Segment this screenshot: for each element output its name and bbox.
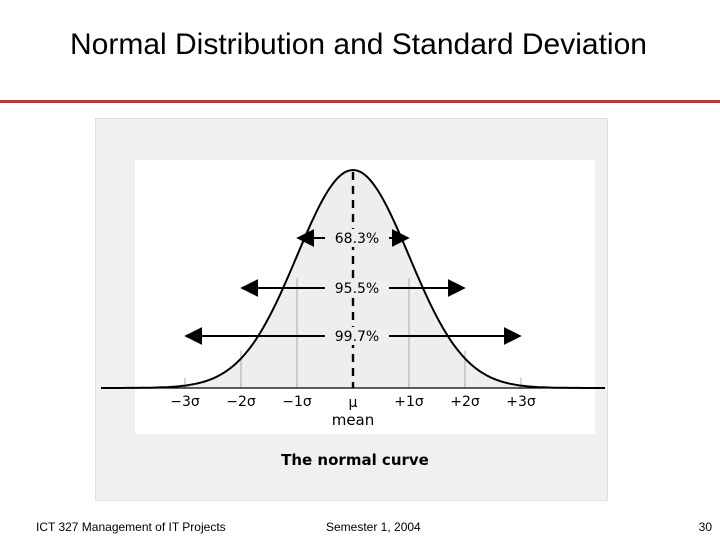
axis-tick-label: −1σ: [282, 394, 312, 410]
footer-course: ICT 327 Management of IT Projects: [36, 520, 226, 534]
figure-caption: The normal curve: [281, 451, 429, 469]
interval-percent-label: 68.3%: [335, 231, 379, 247]
normal-curve-figure: 68.3% 95.5% 99.7% −3σ −2σ −1σ +1σ +2σ +3σ µ mea…: [95, 118, 608, 501]
slide-title: Normal Distribution and Standard Deviati…: [70, 28, 647, 61]
normal-curve-diagram: 68.3% 95.5% 99.7% −3σ −2σ −1σ +1σ +2σ +3σ µ mea…: [95, 118, 608, 501]
mean-symbol-label: µ: [349, 395, 358, 411]
interval-percent-label: 95.5%: [335, 281, 379, 297]
interval-label-backing: [331, 327, 383, 345]
mean-word-label: mean: [332, 411, 375, 429]
axis-tick-label: +2σ: [450, 394, 480, 410]
axis-tick-label: −3σ: [170, 394, 200, 410]
axis-tick-label: +3σ: [506, 394, 536, 410]
interval-label-backing: [331, 229, 383, 247]
normal-curve-line: [101, 168, 605, 389]
title-divider: [0, 100, 720, 103]
interval-percent-label: 99.7%: [335, 329, 379, 345]
figure-frame-border: [95, 118, 608, 501]
footer-semester: Semester 1, 2004: [326, 520, 421, 534]
axis-tick-label: +1σ: [394, 394, 424, 410]
interval-label-backing: [331, 279, 383, 297]
footer-page-number: 30: [698, 520, 712, 534]
axis-tick-label: −2σ: [226, 394, 256, 410]
